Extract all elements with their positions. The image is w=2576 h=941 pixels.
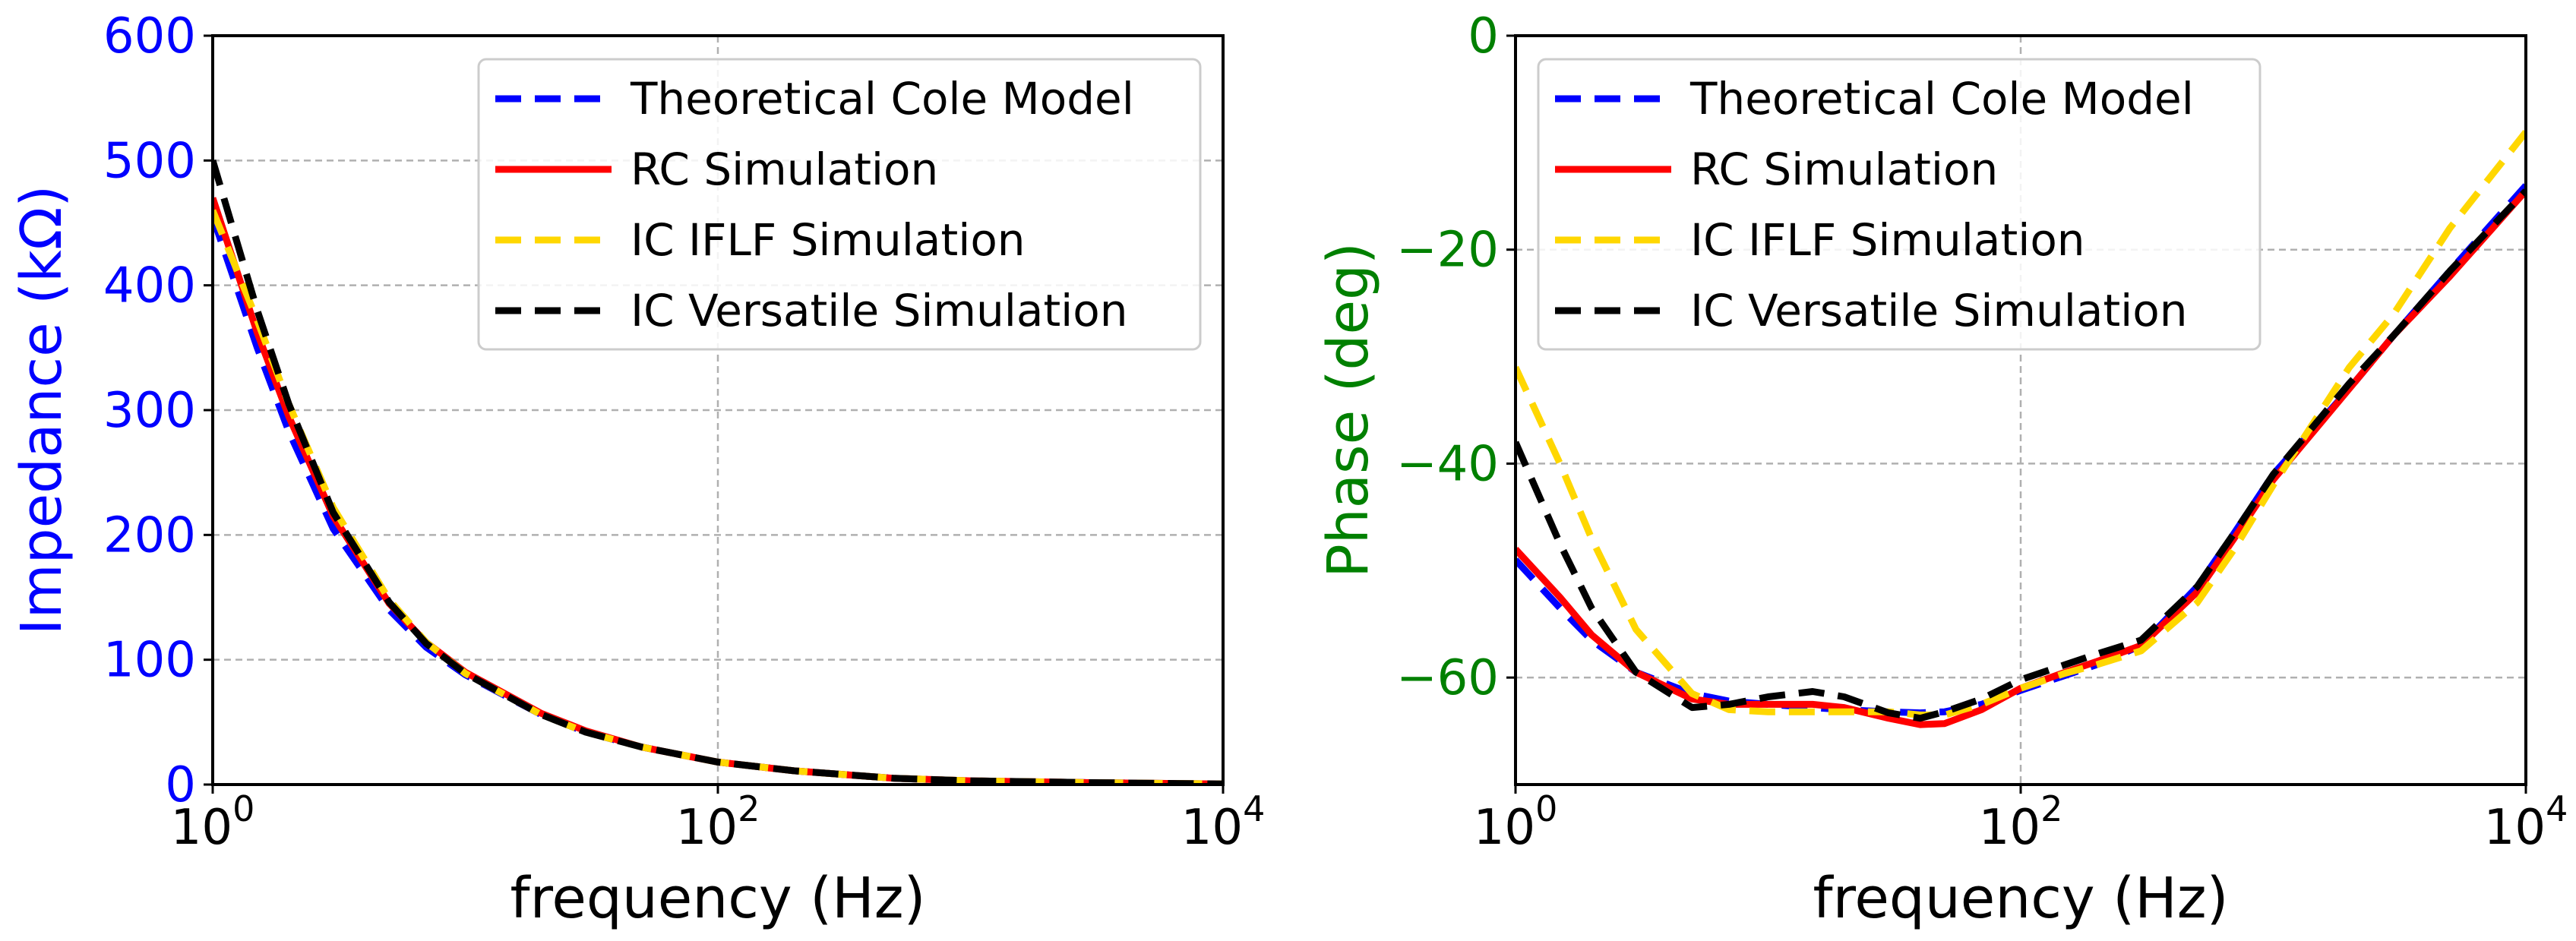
- impedance-y-tick-label: 300: [103, 383, 196, 439]
- phase-y-tick-label: −40: [1396, 436, 1499, 492]
- phase-series-iflf: [1516, 130, 2526, 718]
- phase-legend-label-theoretical: Theoretical Cole Model: [1689, 73, 2194, 125]
- phase-x-tick-label: 102: [1979, 788, 2063, 856]
- impedance-legend-label-iflf: IC IFLF Simulation: [631, 214, 1026, 266]
- phase-plot-frame: [1514, 34, 2527, 786]
- phase-x-tick-label: 104: [2484, 788, 2568, 856]
- impedance-x-tick-label: 102: [676, 788, 760, 856]
- impedance-y-axis-label: Impedance (kΩ): [9, 185, 74, 636]
- impedance-y-tick-label: 200: [103, 507, 196, 564]
- phase-x-axis-label: frequency (Hz): [1813, 866, 2229, 931]
- impedance-legend-label-versatile: IC Versatile Simulation: [631, 285, 1128, 336]
- impedance-y-tick-label: 500: [103, 133, 196, 189]
- phase-legend-label-rc: RC Simulation: [1690, 144, 1998, 195]
- phase-legend-label-iflf: IC IFLF Simulation: [1690, 214, 2085, 266]
- impedance-legend-box: [477, 58, 1202, 351]
- impedance-y-tick-label: 600: [103, 8, 196, 65]
- impedance-x-tick-label: 100: [171, 788, 255, 856]
- impedance-legend: Theoretical Cole Model RC Simulation IC IF…: [477, 58, 1202, 351]
- phase-legend-box: [1537, 58, 2262, 351]
- phase-y-tick-label: 0: [1468, 8, 1499, 65]
- impedance-series-versatile: [213, 159, 1223, 785]
- phase-legend: Theoretical Cole Model RC Simulation IC IF…: [1537, 58, 2262, 351]
- impedance-y-tick-label: 400: [103, 258, 196, 314]
- impedance-legend-label-theoretical: Theoretical Cole Model: [630, 73, 1134, 125]
- phase-y-axis-label: Phase (deg): [1316, 242, 1381, 578]
- phase-series-versatile: [1516, 188, 2526, 722]
- phase-y-tick-label: −20: [1396, 223, 1499, 279]
- impedance-y-tick-label: 0: [165, 757, 196, 813]
- impedance-legend-label-rc: RC Simulation: [631, 144, 938, 195]
- impedance-plot-frame: [211, 34, 1225, 786]
- impedance-x-tick-label: 104: [1181, 788, 1266, 856]
- phase-chart: 0 −20 −40 −60 100 102 104 Theoretical Cole Mod…: [1316, 8, 2568, 931]
- phase-legend-label-versatile: IC Versatile Simulation: [1690, 285, 2188, 336]
- impedance-x-axis-label: frequency (Hz): [510, 866, 926, 931]
- phase-y-tick-label: −60: [1396, 650, 1499, 706]
- impedance-y-tick-label: 100: [103, 633, 196, 689]
- phase-x-tick-label: 100: [1474, 788, 1558, 856]
